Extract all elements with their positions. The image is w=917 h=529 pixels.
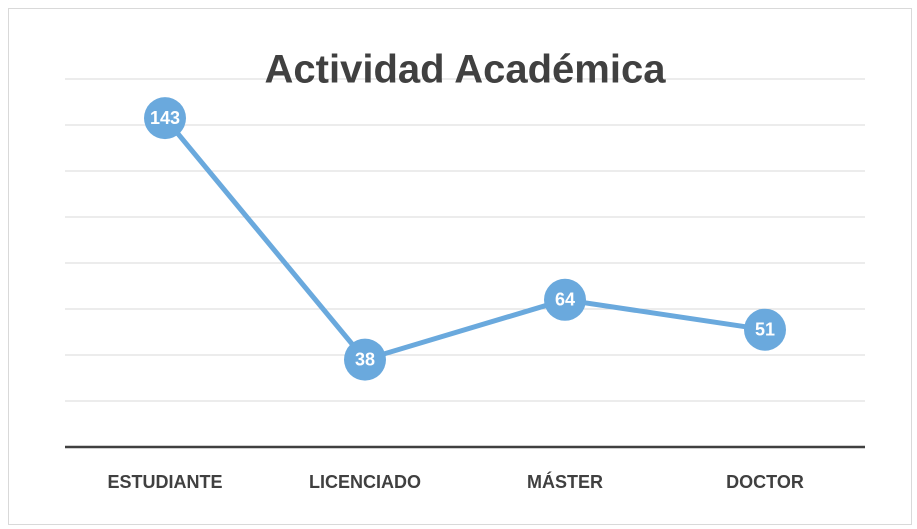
x-tick-label: LICENCIADO	[309, 472, 421, 492]
x-tick-label: ESTUDIANTE	[107, 472, 222, 492]
chart-title: Actividad Académica	[265, 48, 667, 92]
marker	[144, 97, 186, 140]
data-label: 143	[150, 108, 180, 128]
x-tick-label: DOCTOR	[726, 472, 804, 492]
x-tick-label: MÁSTER	[527, 471, 603, 492]
marker	[344, 338, 386, 381]
data-label: 51	[755, 319, 775, 339]
line	[163, 116, 766, 363]
chart-border	[8, 8, 912, 525]
marker	[544, 278, 586, 321]
data-label: 64	[555, 290, 575, 310]
marker	[744, 308, 786, 351]
data-label: 38	[355, 349, 375, 369]
